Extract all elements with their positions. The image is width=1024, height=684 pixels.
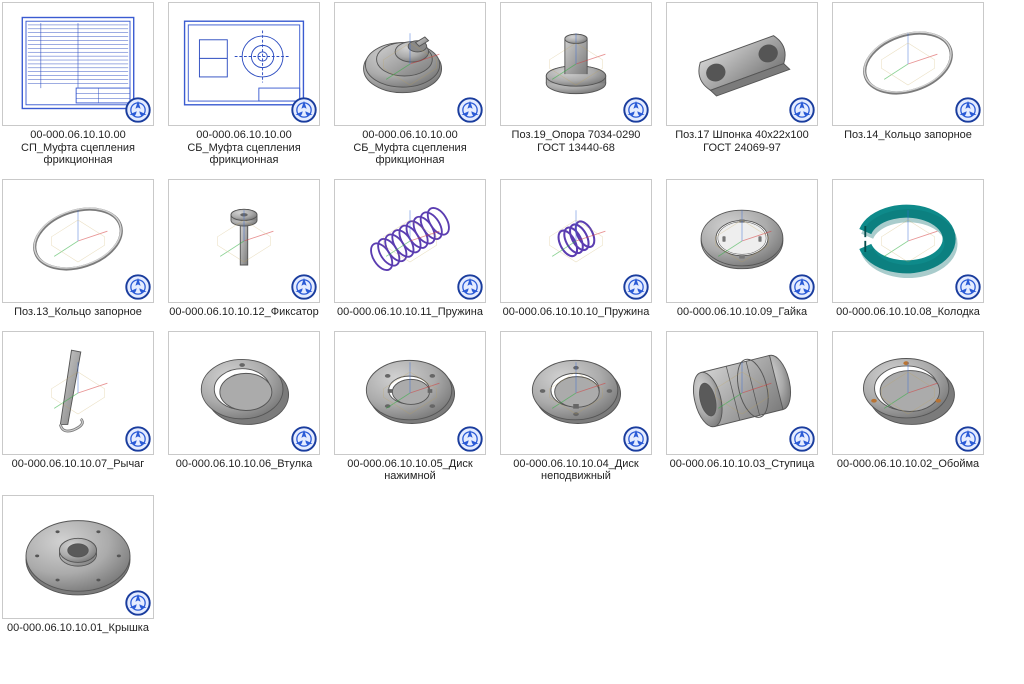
kompas-badge-icon <box>457 274 483 300</box>
kompas-badge-icon <box>955 274 981 300</box>
origin-axes-icon <box>541 29 611 99</box>
file-label: 00-000.06.10.10.00 СП_Муфта сцепления фр… <box>3 129 153 167</box>
origin-axes-icon <box>873 29 943 99</box>
file-label: Поз.14_Кольцо запорное <box>844 129 972 142</box>
file-label: 00-000.06.10.10.00 СБ_Муфта сцепления фр… <box>169 129 319 167</box>
file-label: 00-000.06.10.10.06_Втулка <box>176 458 313 471</box>
origin-axes-icon <box>43 206 113 276</box>
file-label: Поз.17 Шпонка 40x22x100 ГОСТ 24069-97 <box>667 129 817 154</box>
kompas-badge-icon <box>125 426 151 452</box>
thumbnail-frame <box>666 2 818 126</box>
kompas-badge-icon <box>789 274 815 300</box>
thumbnail-frame <box>832 2 984 126</box>
file-label: 00-000.06.10.10.10_Пружина <box>503 306 650 319</box>
kompas-badge-icon <box>125 274 151 300</box>
part-preview <box>179 337 309 448</box>
thumbnail-frame <box>832 331 984 455</box>
file-thumbnail[interactable]: 00-000.06.10.10.09_Гайка <box>666 179 818 319</box>
file-thumbnail[interactable]: 00-000.06.10.10.06_Втулка <box>168 331 320 483</box>
file-thumbnail[interactable]: 00-000.06.10.10.10_Пружина <box>500 179 652 319</box>
file-thumbnail[interactable]: 00-000.06.10.10.00 СП_Муфта сцепления фр… <box>2 2 154 167</box>
drawing-sheet-icon <box>179 9 309 120</box>
file-thumbnail[interactable]: 00-000.06.10.10.12_Фиксатор <box>168 179 320 319</box>
file-thumbnail[interactable]: Поз.14_Кольцо запорное <box>832 2 984 167</box>
thumbnail-frame <box>2 495 154 619</box>
thumbnail-grid: 00-000.06.10.10.00 СП_Муфта сцепления фр… <box>2 2 1022 634</box>
thumbnail-frame <box>2 2 154 126</box>
origin-axes-icon <box>43 358 113 428</box>
thumbnail-frame <box>832 179 984 303</box>
origin-axes-icon <box>873 206 943 276</box>
kompas-badge-icon <box>291 274 317 300</box>
origin-axes-icon <box>375 358 445 428</box>
file-label: 00-000.06.10.10.05_Диск нажимной <box>335 458 485 483</box>
thumbnail-frame <box>2 331 154 455</box>
thumbnail-frame <box>666 331 818 455</box>
file-thumbnail[interactable]: 00-000.06.10.10.05_Диск нажимной <box>334 331 486 483</box>
kompas-badge-icon <box>623 97 649 123</box>
origin-axes-icon <box>375 29 445 99</box>
origin-axes-icon <box>873 358 943 428</box>
kompas-badge-icon <box>789 426 815 452</box>
file-label: 00-000.06.10.10.07_Рычаг <box>12 458 145 471</box>
part-preview <box>677 9 807 120</box>
thumbnail-frame <box>500 2 652 126</box>
file-thumbnail[interactable]: 00-000.06.10.10.03_Ступица <box>666 331 818 483</box>
thumbnail-frame <box>334 2 486 126</box>
origin-axes-icon <box>707 206 777 276</box>
thumbnail-frame <box>334 331 486 455</box>
file-label: 00-000.06.10.10.09_Гайка <box>677 306 807 319</box>
file-thumbnail[interactable]: 00-000.06.10.10.08_Колодка <box>832 179 984 319</box>
kompas-badge-icon <box>125 97 151 123</box>
kompas-badge-icon <box>789 97 815 123</box>
origin-axes-icon <box>541 206 611 276</box>
thumbnail-frame <box>2 179 154 303</box>
thumbnail-frame <box>500 179 652 303</box>
file-label: 00-000.06.10.10.01_Крышка <box>7 622 149 635</box>
file-thumbnail[interactable]: Поз.13_Кольцо запорное <box>2 179 154 319</box>
kompas-badge-icon <box>291 426 317 452</box>
thumbnail-frame <box>500 331 652 455</box>
thumbnail-frame <box>334 179 486 303</box>
kompas-badge-icon <box>955 426 981 452</box>
drawing-sheet-icon <box>13 9 143 120</box>
file-thumbnail[interactable]: 00-000.06.10.10.00 СБ_Муфта сцепления фр… <box>334 2 486 167</box>
file-label: 00-000.06.10.10.02_Обойма <box>837 458 979 471</box>
kompas-badge-icon <box>291 97 317 123</box>
file-thumbnail[interactable]: 00-000.06.10.10.07_Рычаг <box>2 331 154 483</box>
kompas-badge-icon <box>623 274 649 300</box>
file-thumbnail[interactable]: 00-000.06.10.10.02_Обойма <box>832 331 984 483</box>
origin-axes-icon <box>209 206 279 276</box>
thumbnail-frame <box>168 2 320 126</box>
file-label: 00-000.06.10.10.00 СБ_Муфта сцепления фр… <box>335 129 485 167</box>
file-thumbnail[interactable]: Поз.17 Шпонка 40x22x100 ГОСТ 24069-97 <box>666 2 818 167</box>
file-label: Поз.19_Опора 7034-0290 ГОСТ 13440-68 <box>501 129 651 154</box>
origin-axes-icon <box>375 206 445 276</box>
file-label: Поз.13_Кольцо запорное <box>14 306 142 319</box>
file-label: 00-000.06.10.10.03_Ступица <box>670 458 815 471</box>
origin-axes-icon <box>541 358 611 428</box>
kompas-badge-icon <box>955 97 981 123</box>
file-thumbnail[interactable]: 00-000.06.10.10.01_Крышка <box>2 495 154 635</box>
part-preview <box>13 501 143 612</box>
file-thumbnail[interactable]: 00-000.06.10.10.11_Пружина <box>334 179 486 319</box>
thumbnail-frame <box>168 331 320 455</box>
file-label: 00-000.06.10.10.12_Фиксатор <box>169 306 319 319</box>
file-thumbnail[interactable]: 00-000.06.10.10.04_Диск неподвижный <box>500 331 652 483</box>
kompas-badge-icon <box>457 97 483 123</box>
kompas-badge-icon <box>457 426 483 452</box>
kompas-badge-icon <box>623 426 649 452</box>
file-label: 00-000.06.10.10.04_Диск неподвижный <box>501 458 651 483</box>
file-thumbnail[interactable]: 00-000.06.10.10.00 СБ_Муфта сцепления фр… <box>168 2 320 167</box>
file-thumbnail[interactable]: Поз.19_Опора 7034-0290 ГОСТ 13440-68 <box>500 2 652 167</box>
file-label: 00-000.06.10.10.08_Колодка <box>836 306 980 319</box>
thumbnail-frame <box>666 179 818 303</box>
file-label: 00-000.06.10.10.11_Пружина <box>337 306 483 319</box>
origin-axes-icon <box>707 358 777 428</box>
thumbnail-frame <box>168 179 320 303</box>
kompas-badge-icon <box>125 590 151 616</box>
